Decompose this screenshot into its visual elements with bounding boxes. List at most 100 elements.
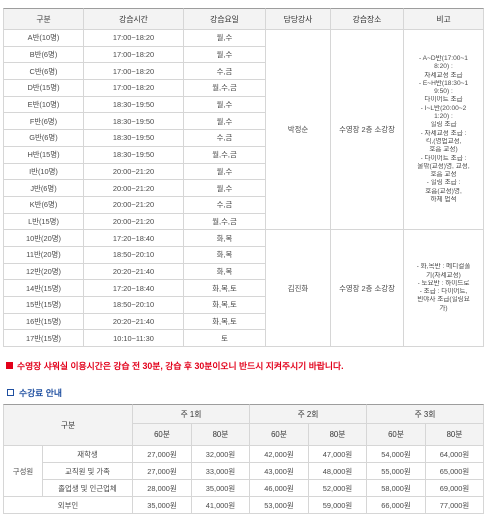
price-cell: 46,000원: [250, 480, 309, 497]
class-days-cell: 월,수: [184, 163, 266, 181]
class-time-cell: 20:00~21:20: [84, 196, 184, 214]
remarks-line: 1:20) :: [434, 113, 453, 121]
remarks-line: 8:20) :: [434, 63, 453, 71]
remarks-cell: - A~D반(17:00~1 8:20) : 자세교정 초급 - E~H반(18…: [404, 30, 484, 231]
remarks-line: - 초급 : 다이어트,: [419, 288, 468, 296]
remarks-line: 물밖(교정)영, 교정,: [417, 162, 470, 170]
remarks-line: 기(자세교정): [426, 271, 461, 279]
class-days-cell: 월,수: [184, 113, 266, 131]
member-type-cell: 교직원 및 가족: [43, 463, 133, 480]
class-name-cell: 17반(15명): [3, 330, 84, 348]
class-time-cell: 18:30~19:50: [84, 113, 184, 131]
remarks-line: 호흡 교정): [429, 146, 458, 154]
class-name-cell: A반(10명): [3, 30, 84, 47]
fee-section-title: 수강료 안내: [7, 385, 62, 399]
location-cell: 수영장 2층 소강장: [331, 30, 404, 231]
class-time-cell: 20:00~21:20: [84, 163, 184, 181]
class-time-cell: 18:30~19:50: [84, 146, 184, 164]
remarks-line: - 다이어트 초급 :: [420, 154, 467, 162]
class-days-cell: 화,목,토: [184, 313, 266, 331]
class-days-cell: 토: [184, 330, 266, 348]
fee-header-duration: 60분: [250, 424, 309, 446]
remarks-line: 하체 법적: [430, 196, 457, 203]
fee-header-duration: 80분: [192, 424, 250, 446]
class-time-cell: 17:20~18:40: [84, 230, 184, 247]
price-cell: 52,000원: [309, 480, 367, 497]
class-name-cell: B반(6명): [3, 46, 84, 64]
price-cell: 65,000원: [426, 463, 484, 480]
remarks-line: - 힐링 초급 :: [426, 179, 461, 187]
price-cell: 59,000원: [309, 497, 367, 514]
fee-header-frequency: 주 2회: [250, 404, 367, 424]
class-name-cell: K반(6명): [3, 196, 84, 214]
fee-header-frequency: 주 1회: [133, 404, 250, 424]
remarks-line: 호흡 교정: [430, 171, 457, 179]
header-location: 강습장소: [331, 8, 404, 30]
remarks-line: 호흡(교정)영,: [425, 187, 462, 195]
remarks-line: - E~H반(18:30~1: [418, 79, 469, 87]
price-cell: 69,000원: [426, 480, 484, 497]
remarks-line: - I~L반(20:00~2: [420, 104, 467, 112]
price-cell: 58,000원: [367, 480, 426, 497]
class-name-cell: E반(10명): [3, 96, 84, 114]
price-cell: 42,000원: [250, 446, 309, 463]
price-cell: 55,000원: [367, 463, 426, 480]
remarks-line: - A~D반(17:00~1: [419, 54, 468, 62]
class-days-cell: 월,수,금: [184, 213, 266, 231]
class-name-cell: D반(15명): [3, 80, 84, 97]
class-days-cell: 수,금: [184, 130, 266, 147]
class-time-cell: 18:50~20:10: [84, 297, 184, 314]
class-time-cell: 18:50~20:10: [84, 246, 184, 264]
price-cell: 64,000원: [426, 446, 484, 463]
notice-text: 수영장 샤워실 이용시간은 강습 전 30분, 강습 후 30분이오니 반드시 …: [17, 360, 344, 371]
header-time: 강습시간: [84, 8, 184, 30]
class-name-cell: G반(6명): [3, 130, 84, 147]
remarks-line: 빈야사 초급(힐링요: [417, 296, 470, 304]
class-time-cell: 20:00~21:20: [84, 213, 184, 231]
instructor-cell: 박정순: [266, 30, 331, 231]
class-name-cell: H반(15명): [3, 146, 84, 164]
price-cell: 54,000원: [367, 446, 426, 463]
class-days-cell: 화,목,토: [184, 297, 266, 314]
class-time-cell: 17:00~18:20: [84, 30, 184, 47]
class-name-cell: L반(15명): [3, 213, 84, 231]
square-filled-icon: [6, 361, 13, 369]
fee-header-duration: 80분: [309, 424, 367, 446]
remarks-line: 다이어트 초급: [424, 96, 463, 104]
class-days-cell: 화,목: [184, 230, 266, 247]
class-name-cell: J반(6명): [3, 180, 84, 197]
remarks-line: 킥,(영법교정,: [425, 137, 462, 145]
shower-notice: 수영장 샤워실 이용시간은 강습 전 30분, 강습 후 30분이오니 반드시 …: [6, 358, 484, 372]
price-cell: 27,000원: [133, 463, 192, 480]
fee-header-duration: 60분: [367, 424, 426, 446]
class-time-cell: 17:00~18:20: [84, 46, 184, 64]
price-cell: 32,000원: [192, 446, 250, 463]
price-cell: 77,000원: [426, 497, 484, 514]
class-time-cell: 17:00~18:20: [84, 63, 184, 81]
remarks-line: - 토요반 : 하이드로: [417, 279, 470, 287]
class-days-cell: 월,수: [184, 96, 266, 114]
class-name-cell: 12반(20명): [3, 263, 84, 281]
header-remarks: 비고: [404, 8, 484, 30]
class-time-cell: 17:20~18:40: [84, 280, 184, 297]
class-days-cell: 수,금: [184, 63, 266, 81]
fee-table: 구분 주 1회 주 2회 주 3회 구성원 외부인 60분 80분 60분 80…: [3, 404, 484, 514]
price-cell: 47,000원: [309, 446, 367, 463]
class-name-cell: I반(10명): [3, 163, 84, 181]
price-cell: 33,000원: [192, 463, 250, 480]
class-name-cell: 10반(20명): [3, 230, 84, 247]
member-type-cell: 재학생: [43, 446, 133, 463]
fee-header-duration: 80분: [426, 424, 484, 446]
remarks-line: 가): [439, 304, 448, 312]
outsider-label: 외부인: [3, 497, 133, 514]
class-time-cell: 20:20~21:40: [84, 313, 184, 331]
class-days-cell: 월,수,금: [184, 146, 266, 164]
square-outline-icon: [7, 388, 14, 396]
fee-header-duration: 60분: [133, 424, 192, 446]
location-cell: 수영장 2층 소강장: [331, 230, 404, 348]
price-cell: 53,000원: [250, 497, 309, 514]
price-cell: 41,000원: [192, 497, 250, 514]
class-days-cell: 수,금: [184, 196, 266, 214]
class-name-cell: 15반(15명): [3, 297, 84, 314]
class-time-cell: 10:10~11:30: [84, 330, 184, 348]
